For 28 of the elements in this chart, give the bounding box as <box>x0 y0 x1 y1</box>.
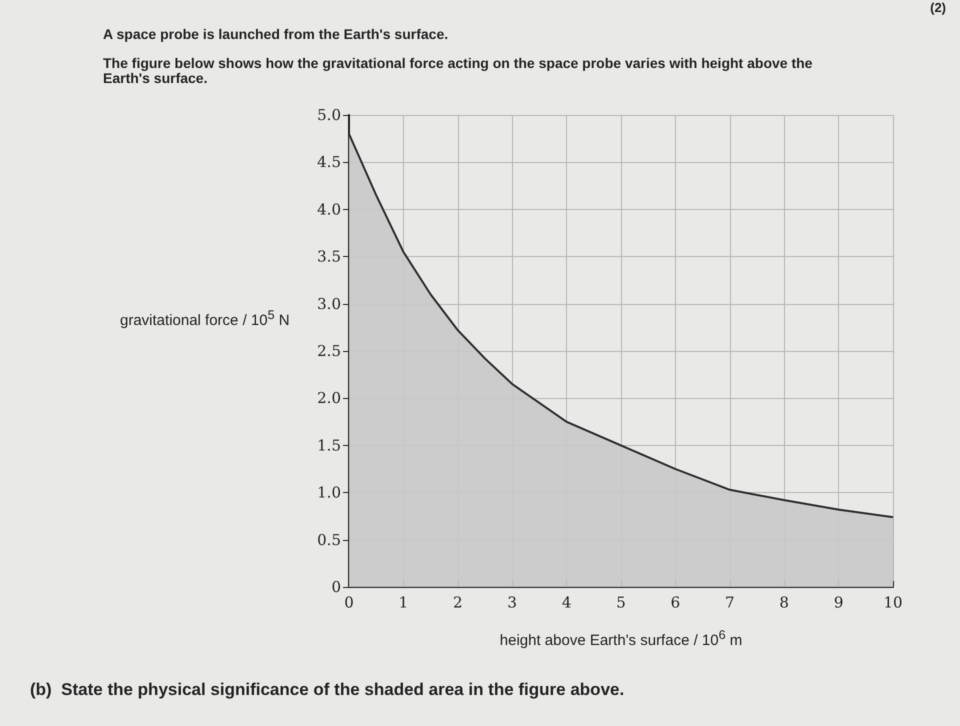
y-tick-label: 2.5 <box>317 342 341 360</box>
x-tick-label: 2 <box>453 594 463 612</box>
y-axis-title: gravitational force / 10$^{5}$ N <box>120 307 291 330</box>
text: (2) <box>930 0 946 15</box>
y-tick-label: 5.0 <box>317 106 341 124</box>
x-tick-label: 4 <box>562 594 572 612</box>
x-tick-label: 5 <box>616 594 626 612</box>
x-tick-label: 9 <box>834 594 844 612</box>
x-axis-title: height above Earth's surface / 10$^{6}$ m <box>498 628 744 649</box>
y-tick-label: 1.5 <box>317 436 341 454</box>
y-tick-label: 0.5 <box>317 530 341 549</box>
y-tick-label: 2.0 <box>317 389 341 408</box>
chart-title: A space probe is launched from the Earth's surface. <box>103 26 448 42</box>
x-tick-label: 0 <box>344 594 354 612</box>
x-tick-label: 1 <box>398 594 408 612</box>
chart-subtitle: The figure below shows how the gravitational force acting on the space probe varies with height above the Earth's surface. <box>103 55 814 86</box>
x-tick-label: 8 <box>779 594 789 612</box>
y-tick-label: 1.0 <box>317 484 341 502</box>
x-tick-label: 10 <box>883 594 903 612</box>
y-tick-label: 3.5 <box>317 248 341 266</box>
x-tick-label: 6 <box>670 594 680 612</box>
text: (b) State the physical significance of the shaded area in the figure above. <box>30 680 624 700</box>
y-tick-label: 4.0 <box>317 200 341 218</box>
y-tick-label: 0 <box>331 578 341 596</box>
y-tick-label: 3.0 <box>317 294 341 313</box>
x-tick-label: 3 <box>507 594 517 612</box>
y-tick-label: 4.5 <box>317 153 341 172</box>
x-tick-label: 7 <box>725 594 735 612</box>
